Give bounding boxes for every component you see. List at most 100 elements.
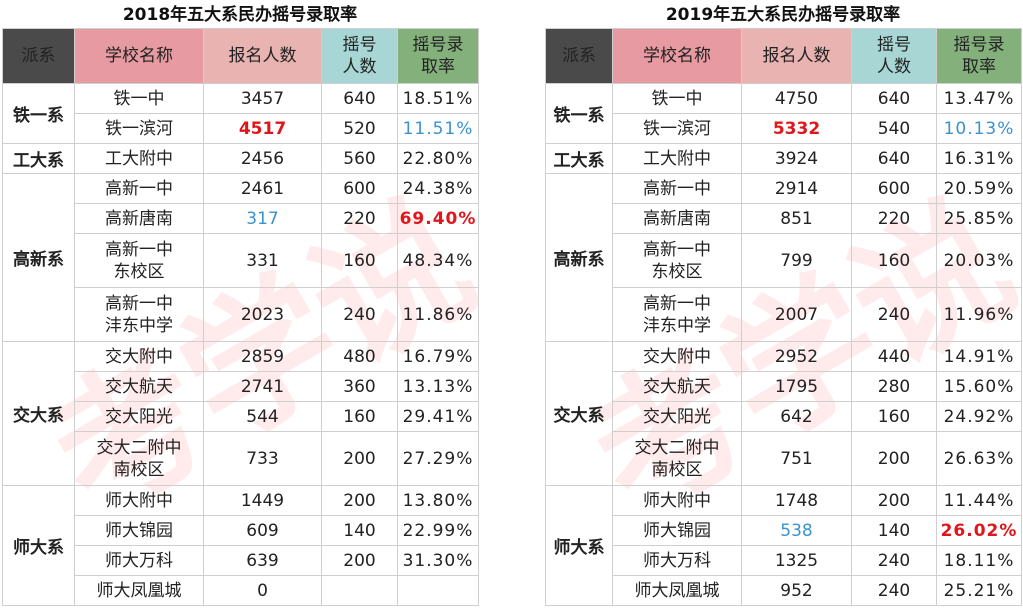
school-name-line1: 交大附中 — [105, 346, 173, 367]
table-row: 铁一滨河 5332 540 10.13% — [546, 113, 1022, 144]
header-quota-line1: 摇号 — [342, 35, 377, 55]
quota-cell: 160 — [851, 233, 937, 288]
rate-cell: 14.91% — [936, 341, 1022, 372]
pai-cell: 高新系 — [2, 173, 75, 342]
school-cell: 交大附中 — [612, 341, 742, 372]
school-cell: 高新一中 东校区 — [74, 233, 204, 288]
school-name-line1: 高新一中 — [105, 293, 173, 314]
quota-cell: 280 — [851, 371, 937, 402]
quota-cell: 540 — [851, 113, 937, 144]
apply-cell: 1795 — [741, 371, 852, 402]
rate-cell: 27.29% — [397, 431, 479, 486]
table-title: 2018年五大系民办摇号录取率 — [122, 5, 358, 25]
school-cell: 高新一中 东校区 — [612, 233, 742, 288]
rate-cell: 48.34% — [397, 233, 479, 288]
rate-cell: 16.79% — [397, 341, 479, 372]
apply-cell: 0 — [203, 575, 322, 606]
school-name-line1: 高新一中 — [105, 239, 173, 260]
apply-cell: 3457 — [203, 83, 322, 114]
rate-cell: 31.30% — [397, 545, 479, 576]
school-name-line1: 交大附中 — [643, 346, 711, 367]
table-row: 铁一系 铁一中 4750 640 13.47% — [545, 83, 1022, 144]
admission-table: 派系 学校名称 报名人数 摇号 人数 摇号录 取率 铁一系 铁一中 3457 640 18.… — [2, 28, 479, 606]
table-row: 交大航天 1795 280 15.60% — [546, 371, 1022, 402]
rate-cell: 18.51% — [397, 83, 479, 114]
pai-cell: 交大系 — [2, 341, 75, 486]
table-row: 高新唐南 317 220 69.40% — [3, 203, 479, 234]
quota-cell: 240 — [851, 545, 937, 576]
apply-cell: 639 — [203, 545, 322, 576]
header-pai: 派系 — [2, 28, 75, 84]
admission-table: 派系 学校名称 报名人数 摇号 人数 摇号录 取率 铁一系 铁一中 4750 640 13.… — [545, 28, 1022, 606]
pai-cell: 交大系 — [545, 341, 613, 486]
apply-cell: 317 — [203, 203, 322, 234]
apply-cell: 1325 — [741, 545, 852, 576]
quota-cell — [321, 575, 398, 606]
school-cell: 铁一中 — [612, 83, 742, 114]
school-cell: 交大航天 — [612, 371, 742, 402]
quota-cell: 560 — [321, 143, 398, 174]
school-name-line1: 师大万科 — [105, 550, 173, 571]
apply-cell: 2007 — [741, 287, 852, 342]
rate-cell: 11.44% — [936, 485, 1022, 516]
header-apply: 报名人数 — [203, 28, 322, 84]
header-rate-line2: 取率 — [962, 57, 996, 77]
header-quota-line1: 摇号 — [877, 35, 911, 55]
apply-cell: 331 — [203, 233, 322, 288]
school-name-line1: 铁一滨河 — [643, 118, 711, 139]
table-row: 交大阳光 544 160 29.41% — [3, 401, 479, 432]
school-name-line1: 高新一中 — [105, 178, 173, 199]
school-cell: 高新唐南 — [74, 203, 204, 234]
school-name-line1: 交大阳光 — [643, 406, 711, 427]
table-panel-2018: 2018年五大系民办摇号录取率 派系 学校名称 报名人数 摇号 人数 摇号录 取率 … — [2, 0, 479, 606]
apply-cell: 1449 — [203, 485, 322, 516]
apply-cell: 2023 — [203, 287, 322, 342]
quota-cell: 200 — [321, 545, 398, 576]
header-quota-line2: 人数 — [342, 57, 377, 77]
table-row: 高新唐南 851 220 25.85% — [546, 203, 1022, 234]
rate-cell: 18.11% — [936, 545, 1022, 576]
pai-cell: 高新系 — [545, 173, 613, 342]
table-row: 高新系 高新一中 2914 600 20.59% — [545, 173, 1022, 342]
table-title: 2019年五大系民办摇号录取率 — [665, 5, 901, 25]
school-name-line2: 沣东中学 — [643, 315, 711, 336]
rate-cell: 20.59% — [936, 173, 1022, 204]
rate-cell: 11.86% — [397, 287, 479, 342]
apply-cell: 2741 — [203, 371, 322, 402]
school-name-line1: 工大附中 — [105, 148, 173, 169]
quota-cell: 240 — [851, 575, 937, 606]
school-cell: 师大附中 — [612, 485, 742, 516]
apply-cell: 1748 — [741, 485, 852, 516]
school-cell: 交大阳光 — [74, 401, 204, 432]
school-name-line1: 工大附中 — [643, 148, 711, 169]
school-name-line1: 交大二附中 — [634, 437, 720, 458]
school-cell: 交大阳光 — [612, 401, 742, 432]
school-name-line1: 师大万科 — [643, 550, 711, 571]
apply-cell: 544 — [203, 401, 322, 432]
apply-cell: 3924 — [741, 143, 852, 174]
quota-cell: 200 — [321, 431, 398, 486]
rate-cell: 13.13% — [397, 371, 479, 402]
school-cell: 高新唐南 — [612, 203, 742, 234]
school-cell: 交大二附中 南校区 — [612, 431, 742, 486]
header-school: 学校名称 — [74, 28, 204, 84]
school-name-line1: 师大凤凰城 — [96, 580, 182, 601]
school-name-line2: 东校区 — [113, 261, 165, 282]
school-name-line1: 高新一中 — [643, 239, 711, 260]
header-rate-line1: 摇号录 — [412, 35, 464, 55]
school-cell: 高新一中 — [612, 173, 742, 204]
school-cell: 工大附中 — [612, 143, 742, 174]
pai-cell: 师大系 — [545, 485, 613, 606]
apply-cell: 851 — [741, 203, 852, 234]
header-row: 派系 学校名称 报名人数 摇号 人数 摇号录 取率 — [545, 28, 1022, 84]
quota-cell: 640 — [321, 83, 398, 114]
apply-cell: 2952 — [741, 341, 852, 372]
table-row: 师大锦园 538 140 26.02% — [546, 515, 1022, 546]
header-rate-line2: 取率 — [421, 57, 455, 77]
school-name-line1: 铁一中 — [651, 88, 703, 109]
quota-cell: 240 — [321, 287, 398, 342]
rate-cell: 16.31% — [936, 143, 1022, 174]
table-row: 师大凤凰城 952 240 25.21% — [546, 575, 1022, 606]
pai-cell: 铁一系 — [545, 83, 613, 144]
table-row: 交大系 交大附中 2952 440 14.91% — [545, 341, 1022, 486]
